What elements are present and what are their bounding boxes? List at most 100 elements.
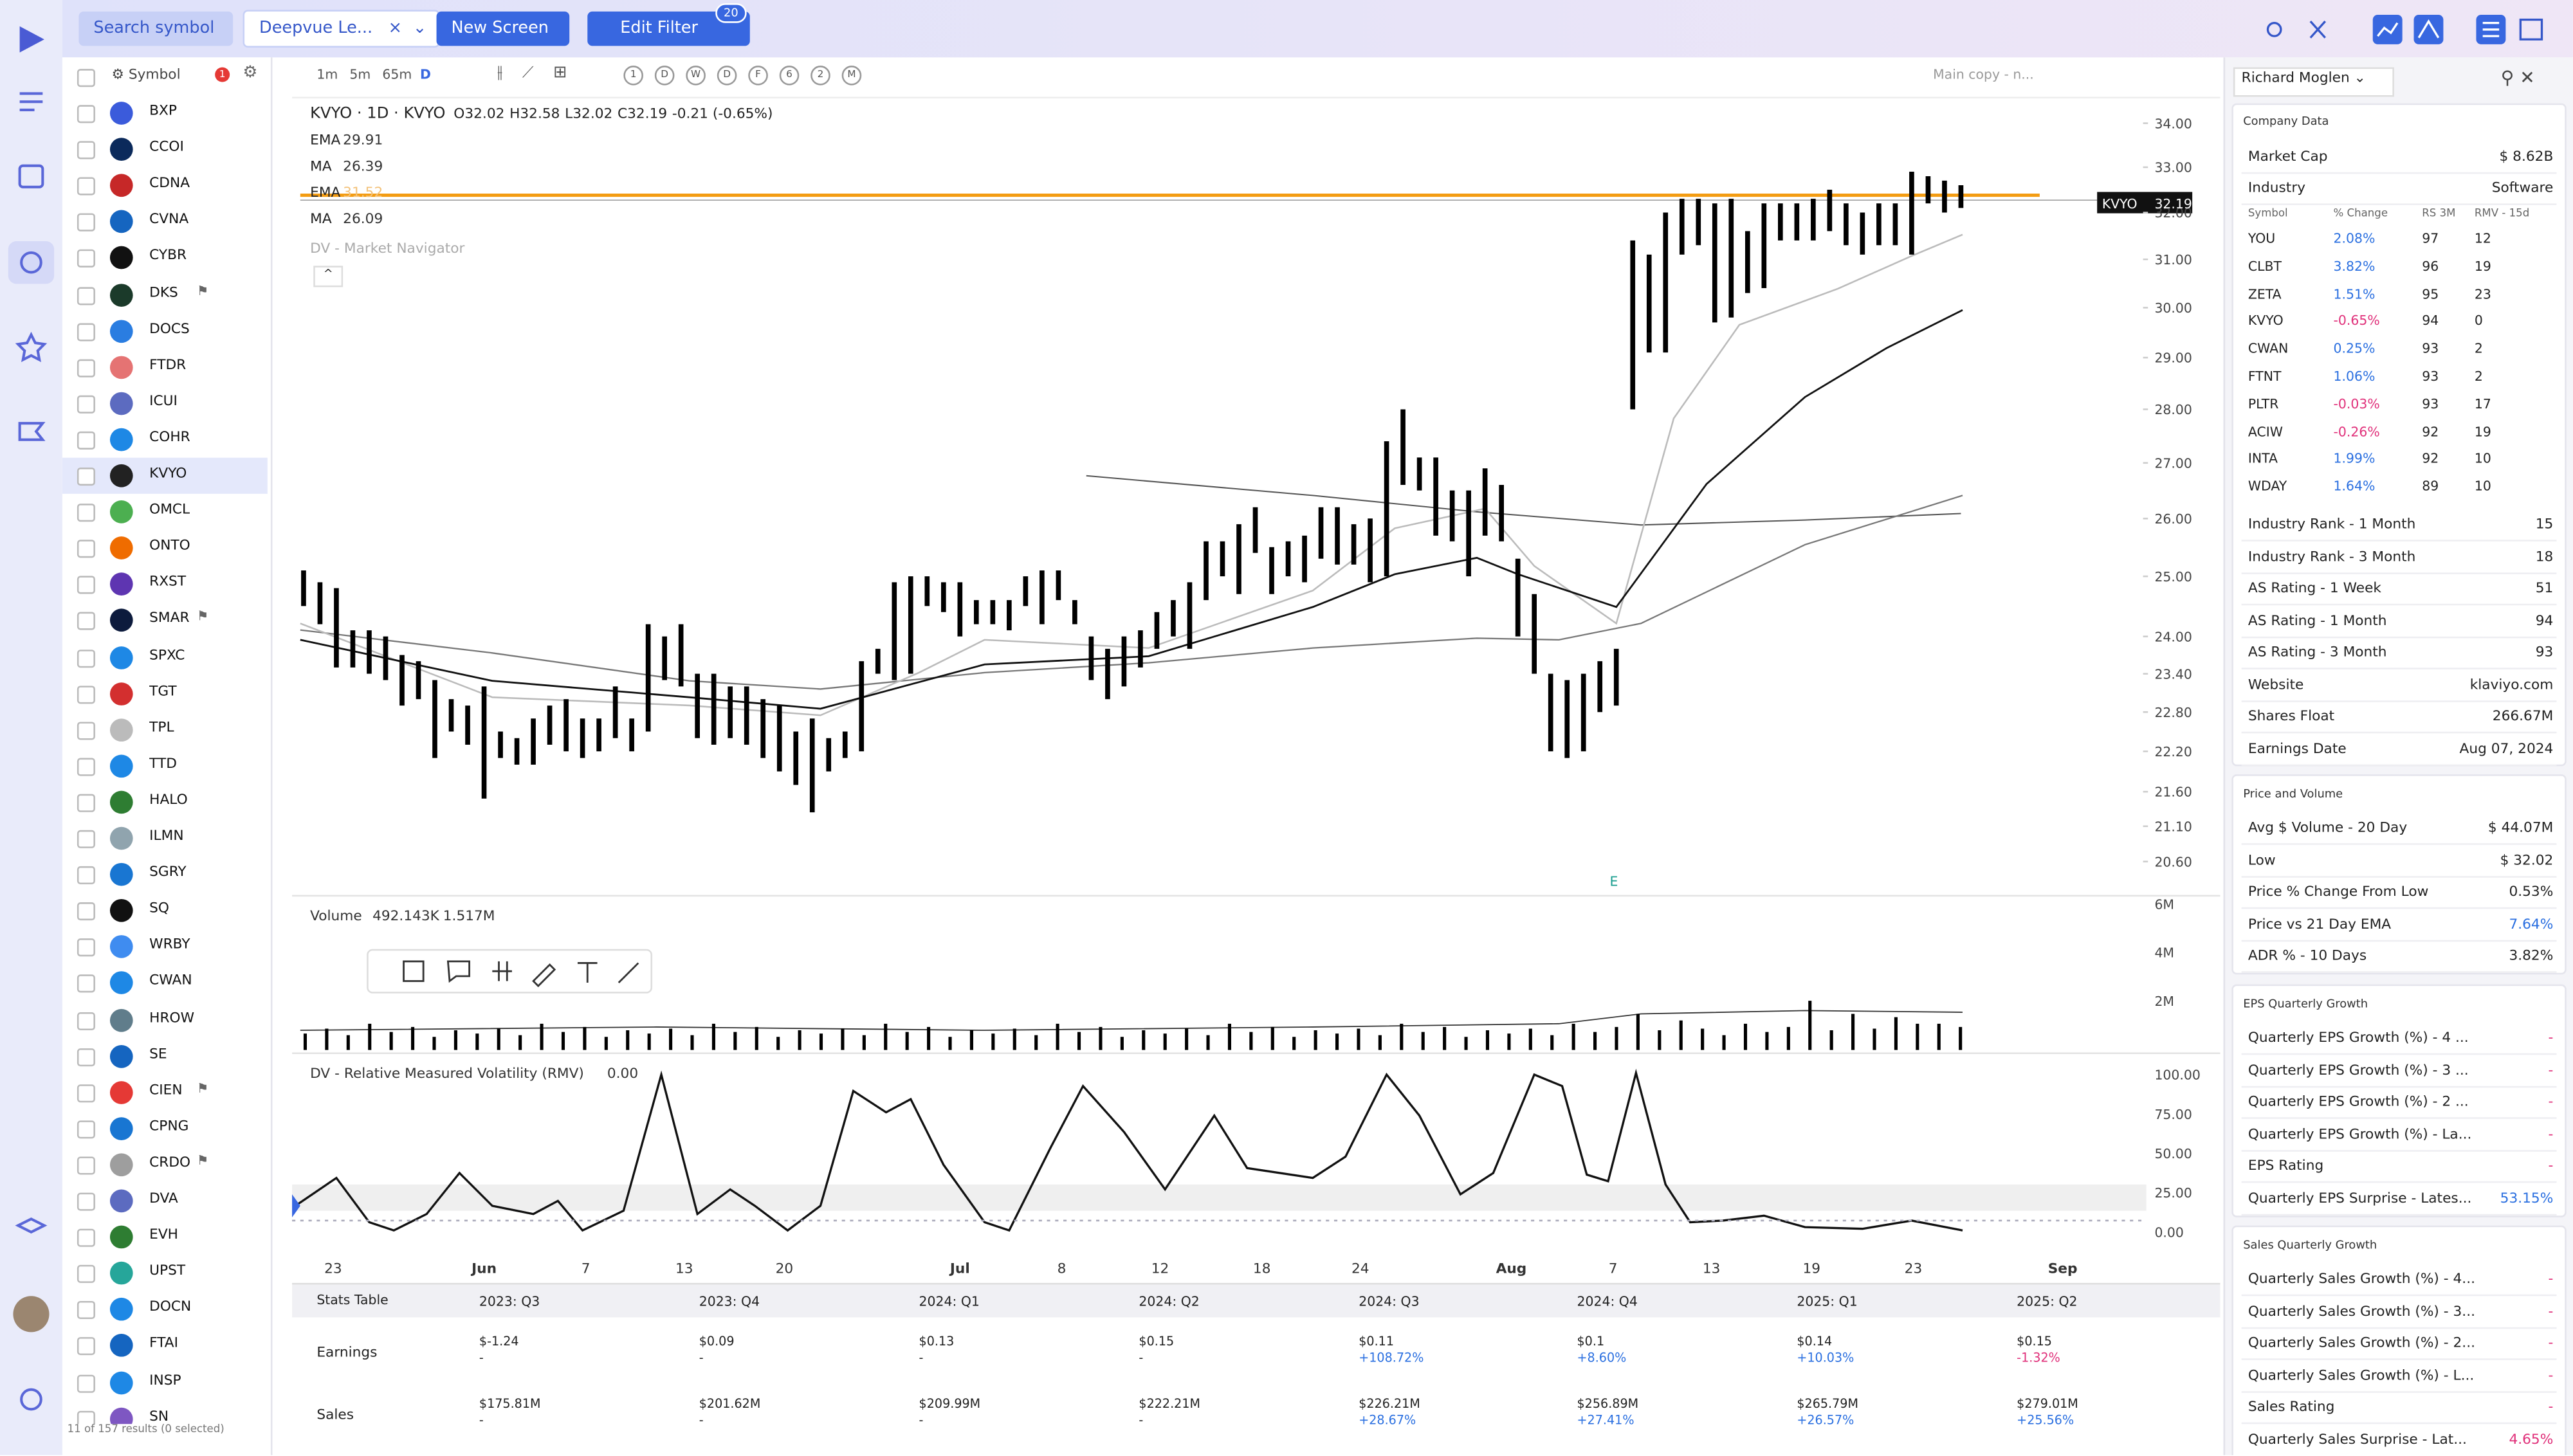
row-checkbox[interactable]: [77, 1120, 95, 1138]
watchlist-row[interactable]: DVA: [62, 1183, 268, 1219]
watchlist-row[interactable]: FTAI: [62, 1328, 268, 1364]
row-checkbox[interactable]: [77, 758, 95, 776]
watchlist-row[interactable]: TPL: [62, 711, 268, 747]
row-checkbox[interactable]: [77, 395, 95, 414]
period-button[interactable]: 2: [810, 66, 830, 86]
watchlist-row[interactable]: CPNG: [62, 1111, 268, 1147]
row-checkbox[interactable]: [77, 1374, 95, 1392]
watchlist-row[interactable]: TGT: [62, 675, 268, 711]
watchlist-row[interactable]: SGRY: [62, 857, 268, 893]
period-button[interactable]: F: [748, 66, 768, 86]
interval-button[interactable]: D: [420, 67, 431, 82]
interval-button[interactable]: 65m: [382, 67, 412, 82]
watchlist-row[interactable]: CRDO ⚑: [62, 1147, 268, 1183]
row-checkbox[interactable]: [77, 1410, 95, 1424]
collapse-button[interactable]: ^: [313, 266, 343, 287]
watchlist-row[interactable]: EVH: [62, 1219, 268, 1255]
row-checkbox[interactable]: [77, 866, 95, 885]
row-checkbox[interactable]: [77, 1084, 95, 1102]
row-checkbox[interactable]: [77, 504, 95, 522]
period-button[interactable]: 1: [623, 66, 643, 86]
user-select[interactable]: Richard Moglen ⌄: [2233, 67, 2394, 97]
watchlist-row[interactable]: CYBR: [62, 240, 268, 276]
watchlist-row[interactable]: HROW: [62, 1001, 268, 1037]
row-checkbox[interactable]: [77, 250, 95, 268]
new-screen-button[interactable]: New Screen: [436, 11, 570, 46]
row-checkbox[interactable]: [77, 612, 95, 631]
search-box[interactable]: Search symbol: [78, 11, 233, 46]
panel-controls[interactable]: ⚲ ✕: [2500, 67, 2535, 89]
row-checkbox[interactable]: [77, 1156, 95, 1175]
watchlist-row[interactable]: CVNA: [62, 204, 268, 240]
row-checkbox[interactable]: [77, 286, 95, 305]
row-checkbox[interactable]: [77, 141, 95, 159]
row-checkbox[interactable]: [77, 1301, 95, 1320]
watchlist-row[interactable]: CIEN ⚑: [62, 1074, 268, 1110]
watchlist-row[interactable]: SMAR ⚑: [62, 603, 268, 639]
watchlist-row[interactable]: UPST: [62, 1255, 268, 1291]
row-checkbox[interactable]: [77, 576, 95, 595]
watchlist-row[interactable]: COHR: [62, 421, 268, 457]
row-checkbox[interactable]: [77, 685, 95, 704]
row-checkbox[interactable]: [77, 830, 95, 848]
watchlist-row[interactable]: FTDR: [62, 349, 268, 385]
row-checkbox[interactable]: [77, 648, 95, 667]
chevron[interactable]: ⌄: [412, 19, 427, 38]
watchlist-row[interactable]: CDNA: [62, 168, 268, 204]
watchlist-row[interactable]: CCOI: [62, 131, 268, 167]
watchlist-row[interactable]: SE: [62, 1038, 268, 1074]
row-checkbox[interactable]: [77, 431, 95, 450]
row-checkbox[interactable]: [77, 214, 95, 232]
interval-button[interactable]: 5m: [349, 67, 371, 82]
row-checkbox[interactable]: [77, 902, 95, 921]
watchlist-row[interactable]: OMCL: [62, 494, 268, 530]
y-tick-label: 32.00: [2154, 205, 2192, 221]
watchlist-row[interactable]: ILMN: [62, 821, 268, 857]
select-all[interactable]: [77, 69, 95, 87]
row-checkbox[interactable]: [77, 540, 95, 558]
watchlist-row[interactable]: SPXC: [62, 639, 268, 675]
row-checkbox[interactable]: [77, 468, 95, 486]
watchlist-row[interactable]: RXST: [62, 567, 268, 603]
row-checkbox[interactable]: [77, 322, 95, 341]
row-checkbox[interactable]: [77, 938, 95, 957]
watchlist-row[interactable]: SQ: [62, 893, 268, 929]
row-checkbox[interactable]: [77, 358, 95, 377]
watchlist-row[interactable]: WRBY: [62, 929, 268, 965]
row-checkbox[interactable]: [77, 177, 95, 196]
watchlist-row[interactable]: ICUI: [62, 385, 268, 421]
watchlist-row[interactable]: INSP: [62, 1364, 268, 1400]
row-checkbox[interactable]: [77, 1228, 95, 1247]
row-checkbox[interactable]: [77, 105, 95, 123]
watchlist-row[interactable]: TTD: [62, 748, 268, 784]
screen-select[interactable]: Deepvue Le... × ⌄: [243, 10, 440, 48]
clear-icon[interactable]: ×: [388, 19, 402, 38]
row-checkbox[interactable]: [77, 794, 95, 812]
period-button[interactable]: 6: [779, 66, 800, 86]
row-checkbox[interactable]: [77, 1338, 95, 1356]
watchlist-row[interactable]: KVYO: [62, 457, 268, 494]
watchlist-row[interactable]: DOCS: [62, 313, 268, 349]
interval-button[interactable]: 1m: [316, 67, 338, 82]
period-button[interactable]: D: [717, 66, 737, 86]
watchlist-row[interactable]: DKS ⚑: [62, 277, 268, 313]
watchlist-row[interactable]: SN: [62, 1401, 268, 1424]
row-checkbox[interactable]: [77, 721, 95, 740]
watchlist-row[interactable]: DOCN: [62, 1291, 268, 1327]
settings-icon[interactable]: ⚙: [243, 64, 258, 82]
row-checkbox[interactable]: [77, 1011, 95, 1030]
row-checkbox[interactable]: [77, 975, 95, 994]
watchlist-row[interactable]: ONTO: [62, 530, 268, 566]
watchlist-row[interactable]: CWAN: [62, 965, 268, 1001]
pane-handle[interactable]: [292, 1194, 300, 1217]
row-checkbox[interactable]: [77, 1192, 95, 1211]
period-button[interactable]: D: [654, 66, 675, 86]
period-button[interactable]: W: [686, 66, 706, 86]
row-checkbox[interactable]: [77, 1048, 95, 1066]
row-checkbox[interactable]: [77, 1265, 95, 1284]
toolbar-icons[interactable]: ⫲⟋⊞: [497, 64, 587, 82]
layout-name[interactable]: Main copy - n...: [1933, 67, 2034, 82]
watchlist-row[interactable]: BXP: [62, 95, 268, 131]
period-button[interactable]: M: [841, 66, 862, 86]
watchlist-row[interactable]: HALO: [62, 784, 268, 820]
